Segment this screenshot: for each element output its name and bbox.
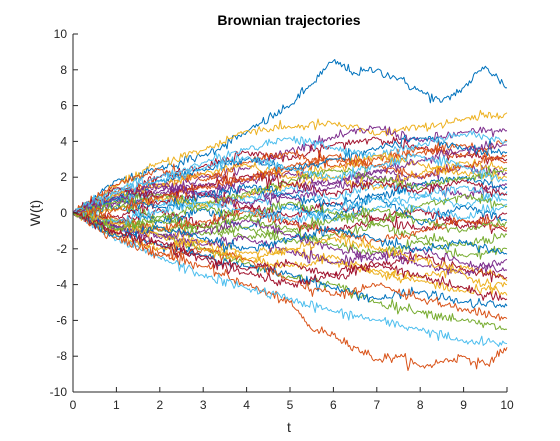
series-line [72, 211, 508, 301]
series-line [72, 172, 508, 214]
series-line [72, 212, 508, 372]
x-tick-label: 9 [460, 398, 467, 412]
y-tick-label: -6 [56, 313, 67, 327]
x-tick-label: 10 [500, 398, 514, 412]
series-line [72, 191, 508, 234]
series-line [72, 211, 508, 277]
series-line [72, 109, 508, 214]
series-line [72, 59, 508, 214]
x-tick-label: 4 [243, 398, 250, 412]
y-axis-title: W(t) [27, 200, 43, 226]
x-tick-label: 7 [373, 398, 380, 412]
series-line [72, 130, 508, 214]
x-tick-label: 0 [70, 398, 77, 412]
y-tick-label: -10 [50, 385, 68, 399]
series-line [72, 211, 508, 331]
y-tick-label: 6 [60, 99, 67, 113]
series-line [72, 185, 508, 222]
x-tick-label: 2 [156, 398, 163, 412]
series-line [72, 196, 508, 226]
series-line [72, 193, 508, 230]
y-tick-label: 8 [60, 63, 67, 77]
x-tick-label: 6 [330, 398, 337, 412]
series-line [72, 205, 508, 234]
x-tick-label: 8 [417, 398, 424, 412]
series-line [72, 212, 508, 283]
series-line [72, 139, 508, 214]
series-layer [72, 59, 508, 372]
x-axis-title: t [287, 419, 291, 435]
x-tick-label: 1 [113, 398, 120, 412]
series-line [72, 149, 508, 220]
series-line [72, 210, 508, 274]
axes-layer: 0 1 2 3 4 5 6 7 8 9 10 -10 -8 -6 -4 -2 0 2 4 6 8 10 [50, 27, 514, 412]
y-tick-label: 2 [60, 170, 67, 184]
y-tick-label: -4 [56, 278, 67, 292]
y-tick-label: 4 [60, 134, 67, 148]
y-tick-label: -8 [56, 349, 67, 363]
x-tick-label: 3 [200, 398, 207, 412]
series-line [72, 211, 508, 309]
series-line [72, 211, 508, 296]
x-tick-label: 5 [287, 398, 294, 412]
series-line [72, 212, 508, 247]
series-line [72, 153, 508, 214]
y-tick-label: -2 [56, 242, 67, 256]
chart-title: Brownian trajectories [217, 12, 360, 28]
series-line [72, 212, 508, 321]
y-tick-label: 0 [60, 206, 67, 220]
y-tick-label: 10 [54, 27, 68, 41]
series-line [72, 212, 508, 347]
series-line [72, 193, 508, 231]
series-line [72, 175, 508, 214]
